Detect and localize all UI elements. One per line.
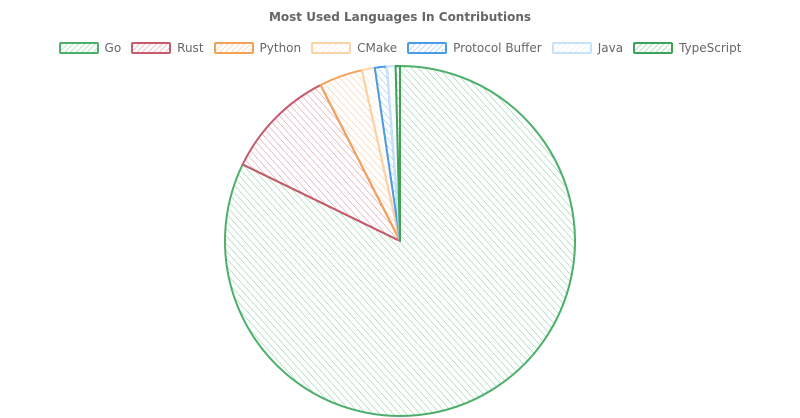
legend-label: Java	[597, 41, 624, 55]
legend-swatch	[633, 42, 674, 54]
pie-slice-typescript[interactable]	[394, 65, 401, 242]
legend-item-go[interactable]: Go	[58, 41, 122, 55]
legend-label: TypeScript	[679, 41, 742, 55]
legend-swatch	[407, 42, 448, 54]
legend-item-python[interactable]: Python	[213, 41, 302, 55]
legend-item-rust[interactable]: Rust	[131, 41, 204, 55]
legend-label: CMake	[357, 41, 398, 55]
legend-item-protocol-buffer[interactable]: Protocol Buffer	[407, 41, 542, 55]
legend-swatch	[131, 42, 172, 54]
legend-item-cmake[interactable]: CMake	[311, 41, 397, 55]
legend-swatch	[58, 42, 99, 54]
legend-swatch	[213, 42, 254, 54]
legend-swatch	[311, 42, 352, 54]
pie-slice-rust[interactable]	[241, 84, 401, 242]
legend-item-typescript[interactable]: TypeScript	[633, 41, 741, 55]
legend-label: Go	[104, 41, 122, 55]
chart-title: Most Used Languages In Contributions	[268, 10, 532, 24]
legend-label: Rust	[177, 41, 204, 55]
legend-item-java[interactable]: Java	[551, 41, 624, 55]
legend-swatch	[551, 42, 592, 54]
chart-legend: Go Rust Python CMake Protocol Buffer Java Type…	[0, 41, 800, 55]
legend-label: Protocol Buffer	[453, 41, 542, 55]
pie-slice-go[interactable]	[224, 65, 576, 417]
legend-label: Python	[259, 41, 302, 55]
